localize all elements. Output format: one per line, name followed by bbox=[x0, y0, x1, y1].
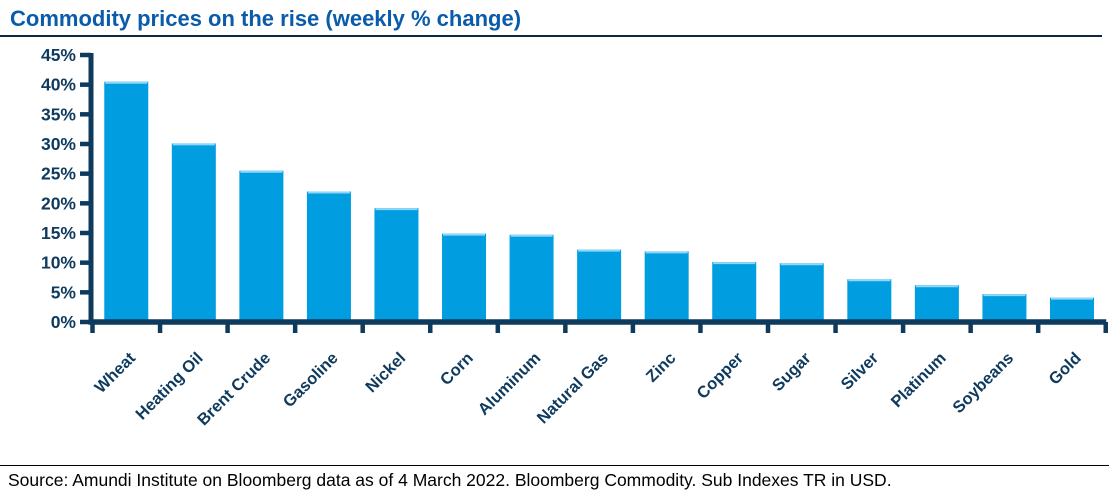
bar-natural-gas bbox=[577, 250, 622, 323]
bar-platinum bbox=[914, 285, 959, 323]
title-underline bbox=[0, 35, 1102, 38]
y-axis-label: 20% bbox=[41, 194, 76, 214]
chart-title: Commodity prices on the rise (weekly % c… bbox=[10, 6, 522, 31]
y-axis-label: 0% bbox=[51, 312, 77, 332]
x-axis-label-corn: Corn bbox=[437, 349, 477, 389]
bar-wheat bbox=[104, 82, 149, 323]
y-axis-label: 10% bbox=[41, 253, 76, 273]
bar-gasoline bbox=[306, 191, 351, 323]
bar-aluminum bbox=[509, 235, 554, 323]
bar-heating-oil bbox=[171, 143, 216, 323]
x-axis-label-nickel: Nickel bbox=[362, 349, 409, 396]
x-axis-label-soybeans: Soybeans bbox=[949, 349, 1017, 417]
x-axis-label-heating-oil: Heating Oil bbox=[132, 349, 206, 423]
x-axis-label-natural-gas: Natural Gas bbox=[534, 349, 612, 427]
x-axis-label-gold: Gold bbox=[1046, 349, 1085, 388]
bar-zinc bbox=[644, 251, 689, 323]
footer-divider bbox=[0, 465, 1109, 467]
bar-sugar bbox=[779, 263, 824, 323]
y-axis-label: 30% bbox=[41, 134, 76, 154]
bar-nickel bbox=[374, 208, 419, 323]
source-note: Source: Amundi Institute on Bloomberg da… bbox=[8, 470, 892, 491]
y-axis-label: 35% bbox=[41, 105, 76, 125]
bar-chart: 0% 5% 10% 15% 20% 25% 30% 35% 40% 45% WheatHeating… bbox=[41, 45, 1108, 430]
x-axis-label-copper: Copper bbox=[693, 349, 747, 403]
bar-copper bbox=[712, 262, 757, 323]
x-axis-label-zinc: Zinc bbox=[643, 349, 680, 386]
x-axis-label-silver: Silver bbox=[838, 349, 883, 394]
y-axis-label: 45% bbox=[41, 45, 76, 65]
bar-brent-crude bbox=[239, 171, 284, 323]
y-axis-label: 15% bbox=[41, 223, 76, 243]
bar-silver bbox=[847, 279, 892, 323]
x-axis-label-sugar: Sugar bbox=[769, 349, 815, 395]
y-axis-label: 5% bbox=[51, 283, 77, 303]
bar-soybeans bbox=[982, 294, 1027, 323]
x-axis-label-brent-crude: Brent Crude bbox=[194, 349, 274, 429]
bar-gold bbox=[1049, 298, 1094, 323]
x-axis-label-wheat: Wheat bbox=[91, 349, 139, 397]
y-axis-label: 25% bbox=[41, 164, 76, 184]
x-axis-label-platinum: Platinum bbox=[888, 349, 950, 411]
x-axis-label-aluminum: Aluminum bbox=[475, 349, 545, 419]
bar-corn bbox=[442, 233, 487, 323]
y-axis-label: 40% bbox=[41, 75, 76, 95]
x-axis-label-gasoline: Gasoline bbox=[280, 349, 342, 411]
